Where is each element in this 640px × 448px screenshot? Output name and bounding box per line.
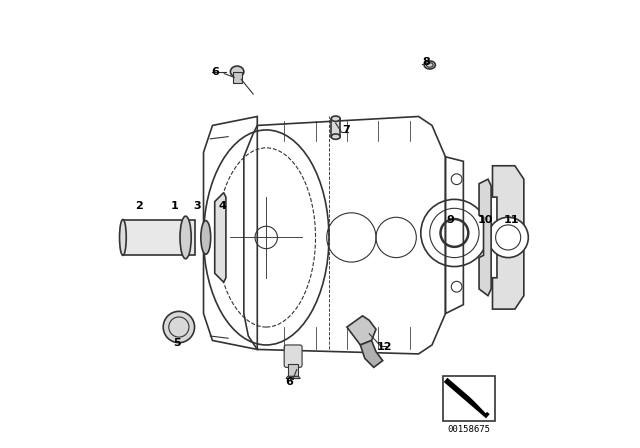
- Polygon shape: [123, 220, 195, 255]
- Bar: [443, 376, 495, 421]
- Ellipse shape: [120, 220, 126, 255]
- Text: 6: 6: [212, 67, 220, 77]
- Text: 9: 9: [446, 215, 454, 224]
- Text: 6: 6: [285, 377, 294, 387]
- Polygon shape: [347, 316, 376, 345]
- Ellipse shape: [332, 134, 340, 139]
- Polygon shape: [332, 119, 340, 137]
- Text: 2: 2: [134, 201, 143, 211]
- Ellipse shape: [230, 66, 244, 78]
- Text: 5: 5: [173, 338, 180, 348]
- Circle shape: [488, 217, 529, 258]
- Polygon shape: [360, 340, 383, 367]
- Polygon shape: [286, 376, 300, 379]
- Text: 3: 3: [193, 201, 200, 211]
- Text: 7: 7: [342, 125, 350, 135]
- Text: 12: 12: [376, 342, 392, 352]
- Polygon shape: [215, 193, 226, 282]
- Ellipse shape: [180, 216, 191, 259]
- Text: 00158675: 00158675: [448, 425, 491, 434]
- Text: 11: 11: [504, 215, 520, 224]
- Bar: [288, 364, 298, 376]
- Polygon shape: [493, 166, 524, 309]
- FancyBboxPatch shape: [284, 345, 302, 367]
- Ellipse shape: [332, 116, 340, 121]
- Ellipse shape: [163, 311, 195, 343]
- Text: 1: 1: [170, 201, 179, 211]
- Bar: [233, 72, 242, 83]
- Bar: [445, 378, 493, 420]
- Polygon shape: [479, 179, 491, 296]
- Text: 10: 10: [478, 215, 493, 224]
- Text: 8: 8: [422, 57, 430, 67]
- Text: 4: 4: [218, 201, 227, 211]
- Ellipse shape: [201, 221, 211, 254]
- Ellipse shape: [424, 61, 435, 69]
